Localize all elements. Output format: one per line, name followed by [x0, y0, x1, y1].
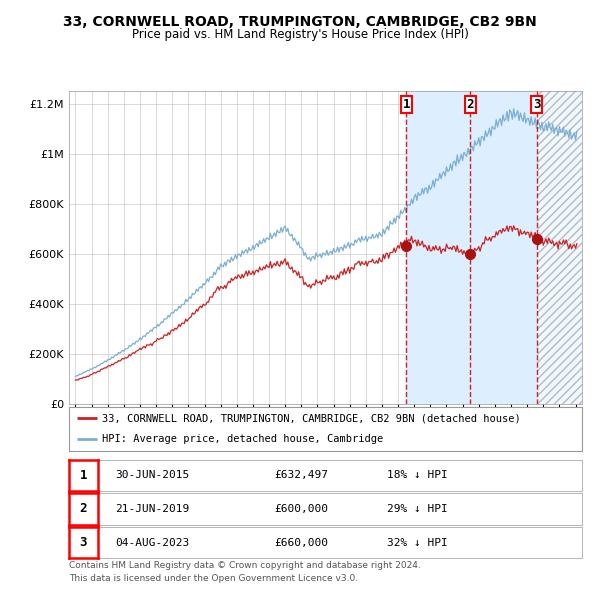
- FancyBboxPatch shape: [464, 96, 476, 113]
- Text: HPI: Average price, detached house, Cambridge: HPI: Average price, detached house, Camb…: [103, 434, 383, 444]
- Text: 3: 3: [80, 536, 87, 549]
- FancyBboxPatch shape: [401, 96, 412, 113]
- Bar: [536, 91, 582, 404]
- Text: 1: 1: [403, 98, 410, 111]
- Text: Price paid vs. HM Land Registry's House Price Index (HPI): Price paid vs. HM Land Registry's House …: [131, 28, 469, 41]
- Bar: [536, 91, 582, 404]
- Text: 29% ↓ HPI: 29% ↓ HPI: [387, 504, 448, 514]
- Text: Contains HM Land Registry data © Crown copyright and database right 2024.: Contains HM Land Registry data © Crown c…: [69, 561, 421, 570]
- Text: 30-JUN-2015: 30-JUN-2015: [115, 470, 190, 480]
- Text: 18% ↓ HPI: 18% ↓ HPI: [387, 470, 448, 480]
- Text: 2: 2: [466, 98, 474, 111]
- Text: 2: 2: [80, 502, 87, 516]
- FancyBboxPatch shape: [531, 96, 542, 113]
- Text: 33, CORNWELL ROAD, TRUMPINGTON, CAMBRIDGE, CB2 9BN: 33, CORNWELL ROAD, TRUMPINGTON, CAMBRIDG…: [63, 15, 537, 29]
- Text: £600,000: £600,000: [274, 504, 328, 514]
- Bar: [406, 91, 536, 404]
- Text: 33, CORNWELL ROAD, TRUMPINGTON, CAMBRIDGE, CB2 9BN (detached house): 33, CORNWELL ROAD, TRUMPINGTON, CAMBRIDG…: [103, 413, 521, 423]
- Text: 32% ↓ HPI: 32% ↓ HPI: [387, 537, 448, 548]
- Text: £632,497: £632,497: [274, 470, 328, 480]
- Text: 1: 1: [80, 468, 87, 482]
- Text: 3: 3: [533, 98, 541, 111]
- Text: This data is licensed under the Open Government Licence v3.0.: This data is licensed under the Open Gov…: [69, 574, 358, 583]
- Text: 21-JUN-2019: 21-JUN-2019: [115, 504, 190, 514]
- Text: 04-AUG-2023: 04-AUG-2023: [115, 537, 190, 548]
- Text: £660,000: £660,000: [274, 537, 328, 548]
